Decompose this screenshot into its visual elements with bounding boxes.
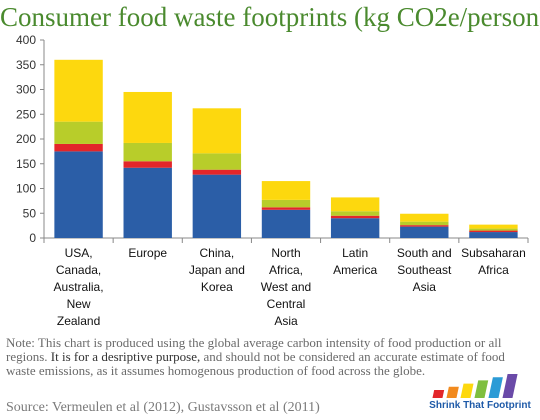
y-tick-label: 300	[16, 83, 36, 97]
bar-segment	[469, 232, 518, 238]
logo-text: Shrink That Footprint	[429, 400, 531, 411]
y-tick-label: 100	[16, 182, 36, 196]
logo-bar	[474, 380, 489, 398]
note-text-2: and should not be considered an accurate…	[6, 349, 505, 378]
x-tick-label-line: Canada,	[56, 263, 101, 277]
note-highlight: It is for a desriptive purpose,	[50, 349, 201, 364]
x-tick-label: Latin America	[333, 246, 377, 277]
bar-segment	[123, 167, 172, 238]
x-tick-label-line: New	[67, 297, 91, 311]
chart-note: Note: This chart is produced using the g…	[6, 336, 526, 378]
y-tick-label: 0	[29, 231, 36, 245]
logo-bar	[488, 377, 503, 398]
y-tick-label: 200	[16, 132, 36, 146]
x-tick-label-line: Korea	[201, 280, 233, 294]
bar-segment	[400, 213, 449, 222]
shrink-that-footprint-logo: Shrink That Footprint	[424, 372, 536, 416]
bar-segment	[469, 228, 518, 231]
bar-segment	[330, 218, 380, 238]
x-tick-label-line: South and	[397, 246, 452, 260]
x-tick-label-line: Southeast	[397, 263, 452, 277]
x-tick-label-line: Europe	[128, 246, 167, 260]
x-tick-label-line: USA,	[65, 246, 93, 260]
bar-segment	[330, 211, 380, 216]
x-tick-label: Subsaharan Africa	[461, 246, 526, 277]
y-tick-label: 50	[23, 206, 37, 220]
x-tick-label-line: Africa,	[269, 263, 303, 277]
x-tick-label-line: Asia	[274, 314, 298, 328]
bar-segment	[261, 207, 311, 210]
x-tick-label-line: Central	[267, 297, 306, 311]
bar-chart: 0 50 100 150 200 250 300 350 400 USA, Canada, Austr…	[16, 33, 529, 328]
logo-bar	[446, 386, 459, 398]
bar-segment	[123, 142, 172, 162]
bar-segment	[54, 151, 103, 238]
x-tick-label-line: Subsaharan	[461, 246, 526, 260]
x-tick-label: USA, Canada, Australia, New Zealand	[54, 246, 104, 328]
x-tick-label-line: West and	[261, 280, 311, 294]
x-tick-label-line: Zealand	[57, 314, 100, 328]
y-tick-label: 400	[16, 33, 36, 47]
x-tick-label-line: Australia,	[54, 280, 104, 294]
bar-segment	[400, 226, 449, 238]
bar-segment	[261, 209, 311, 238]
x-tick-label: North Africa, West and Central Asia	[261, 246, 311, 328]
x-tick-label: China, Japan and Korea	[189, 246, 245, 294]
bar-segment	[400, 221, 449, 226]
bar-segment	[469, 224, 518, 229]
logo-bar	[502, 374, 518, 398]
x-tick-label-line: North	[271, 246, 300, 260]
x-tick-label-line: America	[333, 263, 377, 277]
y-tick-label: 150	[16, 157, 36, 171]
bar-segment	[192, 174, 242, 238]
bar-segment	[123, 161, 172, 168]
bar-segment	[192, 108, 242, 154]
x-tick-label-line: China,	[200, 246, 235, 260]
bar-segment	[192, 153, 242, 170]
chart-title: Consumer food waste footprints (kg CO2e/…	[0, 2, 540, 32]
y-tick-label: 350	[16, 58, 36, 72]
bar-segment	[261, 181, 311, 200]
source-citation: Source: Vermeulen et al (2012), Gustavss…	[6, 400, 320, 415]
bar-segment	[469, 230, 518, 233]
x-tick-label: South and Southeast Asia	[397, 246, 452, 294]
bar-segment	[261, 199, 311, 208]
y-tick-label: 250	[16, 107, 36, 121]
bar-segment	[54, 143, 103, 152]
bar-segment	[123, 91, 172, 143]
x-tick-label-line: Asia	[413, 280, 437, 294]
bar-segment	[330, 215, 380, 219]
bar-segment	[330, 197, 380, 212]
x-tick-label-line: Latin	[342, 246, 368, 260]
bar-segment	[400, 225, 449, 227]
logo-bar	[432, 390, 445, 398]
note-text-1: Note: This chart is produced using the g…	[6, 335, 502, 364]
x-tick-label-line: Africa	[478, 263, 509, 277]
bar-segment	[192, 169, 242, 175]
x-tick-label-line: Japan and	[189, 263, 245, 277]
x-tick-label: Europe	[128, 246, 167, 260]
logo-bars-icon	[432, 374, 518, 398]
logo-bar	[460, 383, 474, 398]
bar-segment	[54, 121, 103, 144]
bar-segment	[54, 59, 103, 122]
